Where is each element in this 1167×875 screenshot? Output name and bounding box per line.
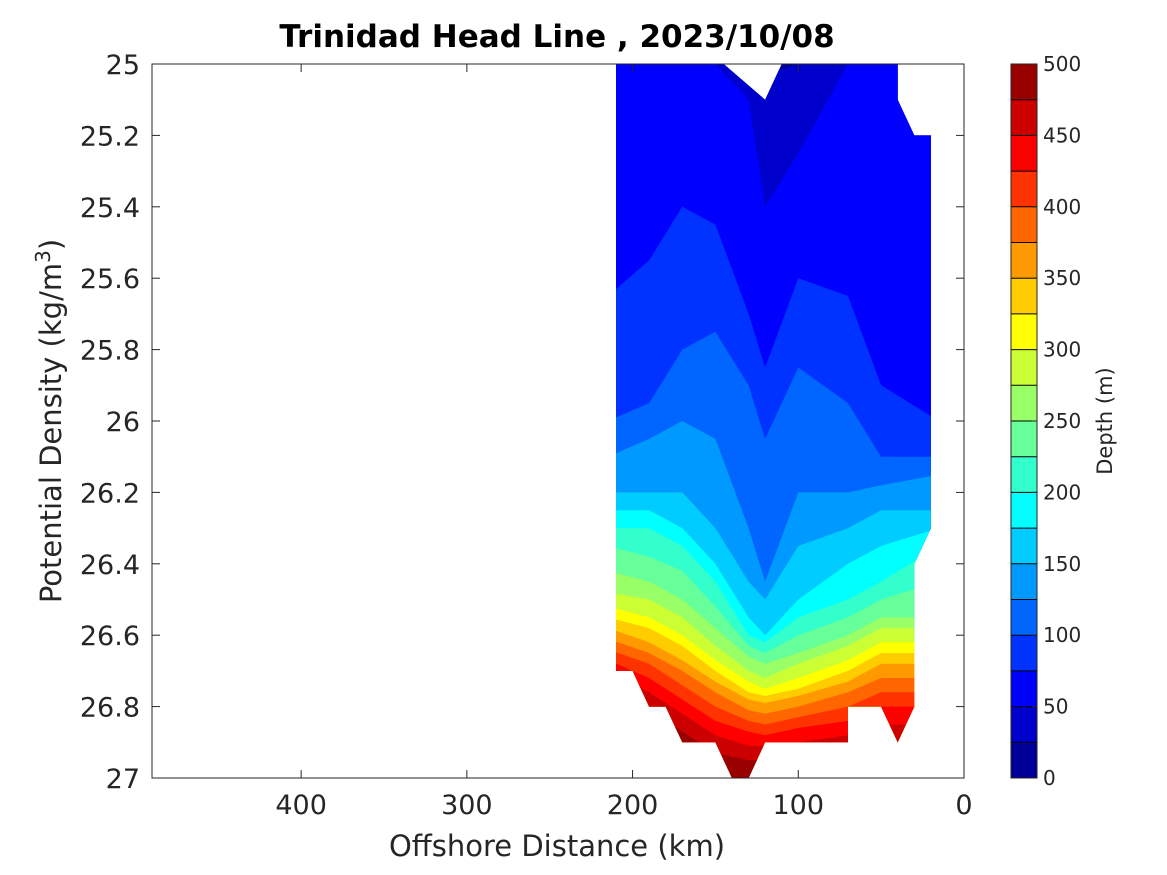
x-axis-ticks: 400 300 200 100 0 [275, 64, 973, 821]
colorbar-tick-label: 100 [1043, 623, 1081, 647]
x-tick-label: 100 [773, 790, 825, 821]
colorbar-segment [1011, 313, 1037, 350]
y-axis-title: Potential Density (kg/m3) [31, 239, 68, 603]
colorbar-tick-label: 400 [1043, 195, 1081, 219]
colorbar-segment [1011, 421, 1037, 457]
colorbar-segment [1011, 742, 1037, 779]
x-tick-label: 200 [607, 790, 659, 821]
y-tick-label: 26.2 [80, 478, 140, 509]
y-tick-label: 25.6 [80, 264, 140, 295]
colorbar-segment [1011, 635, 1037, 672]
colorbar-segment [1011, 706, 1037, 743]
y-tick-label: 26.8 [80, 693, 140, 724]
x-axis-title: Offshore Distance (km) [389, 829, 725, 863]
colorbar-segment [1011, 528, 1037, 565]
y-axis-title-main: Potential Density (kg/m [34, 263, 68, 603]
colorbar-tick-label: 450 [1043, 123, 1081, 147]
colorbar-tick-label: 0 [1043, 766, 1056, 790]
y-tick-label: 25.4 [80, 193, 140, 224]
colorbar-segment [1011, 670, 1037, 707]
x-tick-label: 0 [955, 790, 972, 821]
colorbar-segment [1011, 242, 1037, 279]
colorbar-segment [1011, 563, 1037, 600]
y-tick-label: 25 [106, 50, 140, 81]
colorbar-segment [1011, 599, 1037, 636]
colorbar-title: Depth (m) [1093, 367, 1117, 474]
chart-title: Trinidad Head Line , 2023/10/08 [279, 19, 834, 55]
colorbar-tick-label: 500 [1043, 52, 1081, 76]
y-tick-label: 25.2 [80, 121, 140, 152]
colorbar-tick-label: 200 [1043, 480, 1081, 504]
y-tick-label: 26.4 [80, 550, 140, 581]
contour-fill-layer [616, 64, 931, 778]
colorbar-segment [1011, 64, 1037, 100]
colorbar-segment [1011, 278, 1037, 315]
colorbar-tick-label: 350 [1043, 266, 1081, 290]
colorbar-segment [1011, 171, 1037, 208]
x-tick-label: 400 [275, 790, 327, 821]
y-axis-title-superscript: 3 [31, 250, 55, 263]
colorbar-segment [1011, 135, 1037, 172]
colorbar-segment [1011, 456, 1037, 493]
y-axis-ticks: 25 25.2 25.4 25.6 25.8 26 26.2 26.4 26.6 26.8 27 [80, 50, 964, 795]
y-tick-label: 27 [106, 764, 140, 795]
colorbar-tick-label: 250 [1043, 409, 1081, 433]
y-tick-label: 26.6 [80, 621, 140, 652]
colorbar-segment [1011, 492, 1037, 529]
y-tick-label: 25.8 [80, 336, 140, 367]
colorbar-segment [1011, 206, 1037, 243]
colorbar-tick-label: 150 [1043, 552, 1081, 576]
colorbar: 0 50 100 150 200 250 300 350 400 450 500 [1010, 52, 1081, 790]
y-tick-label: 26 [106, 407, 140, 438]
y-axis-title-close: ) [34, 239, 68, 250]
colorbar-segment [1011, 99, 1037, 136]
colorbar-segment [1011, 349, 1037, 386]
colorbar-tick-label: 300 [1043, 338, 1081, 362]
colorbar-segment [1011, 385, 1037, 422]
x-tick-label: 300 [441, 790, 493, 821]
colorbar-tick-label: 50 [1043, 695, 1068, 719]
